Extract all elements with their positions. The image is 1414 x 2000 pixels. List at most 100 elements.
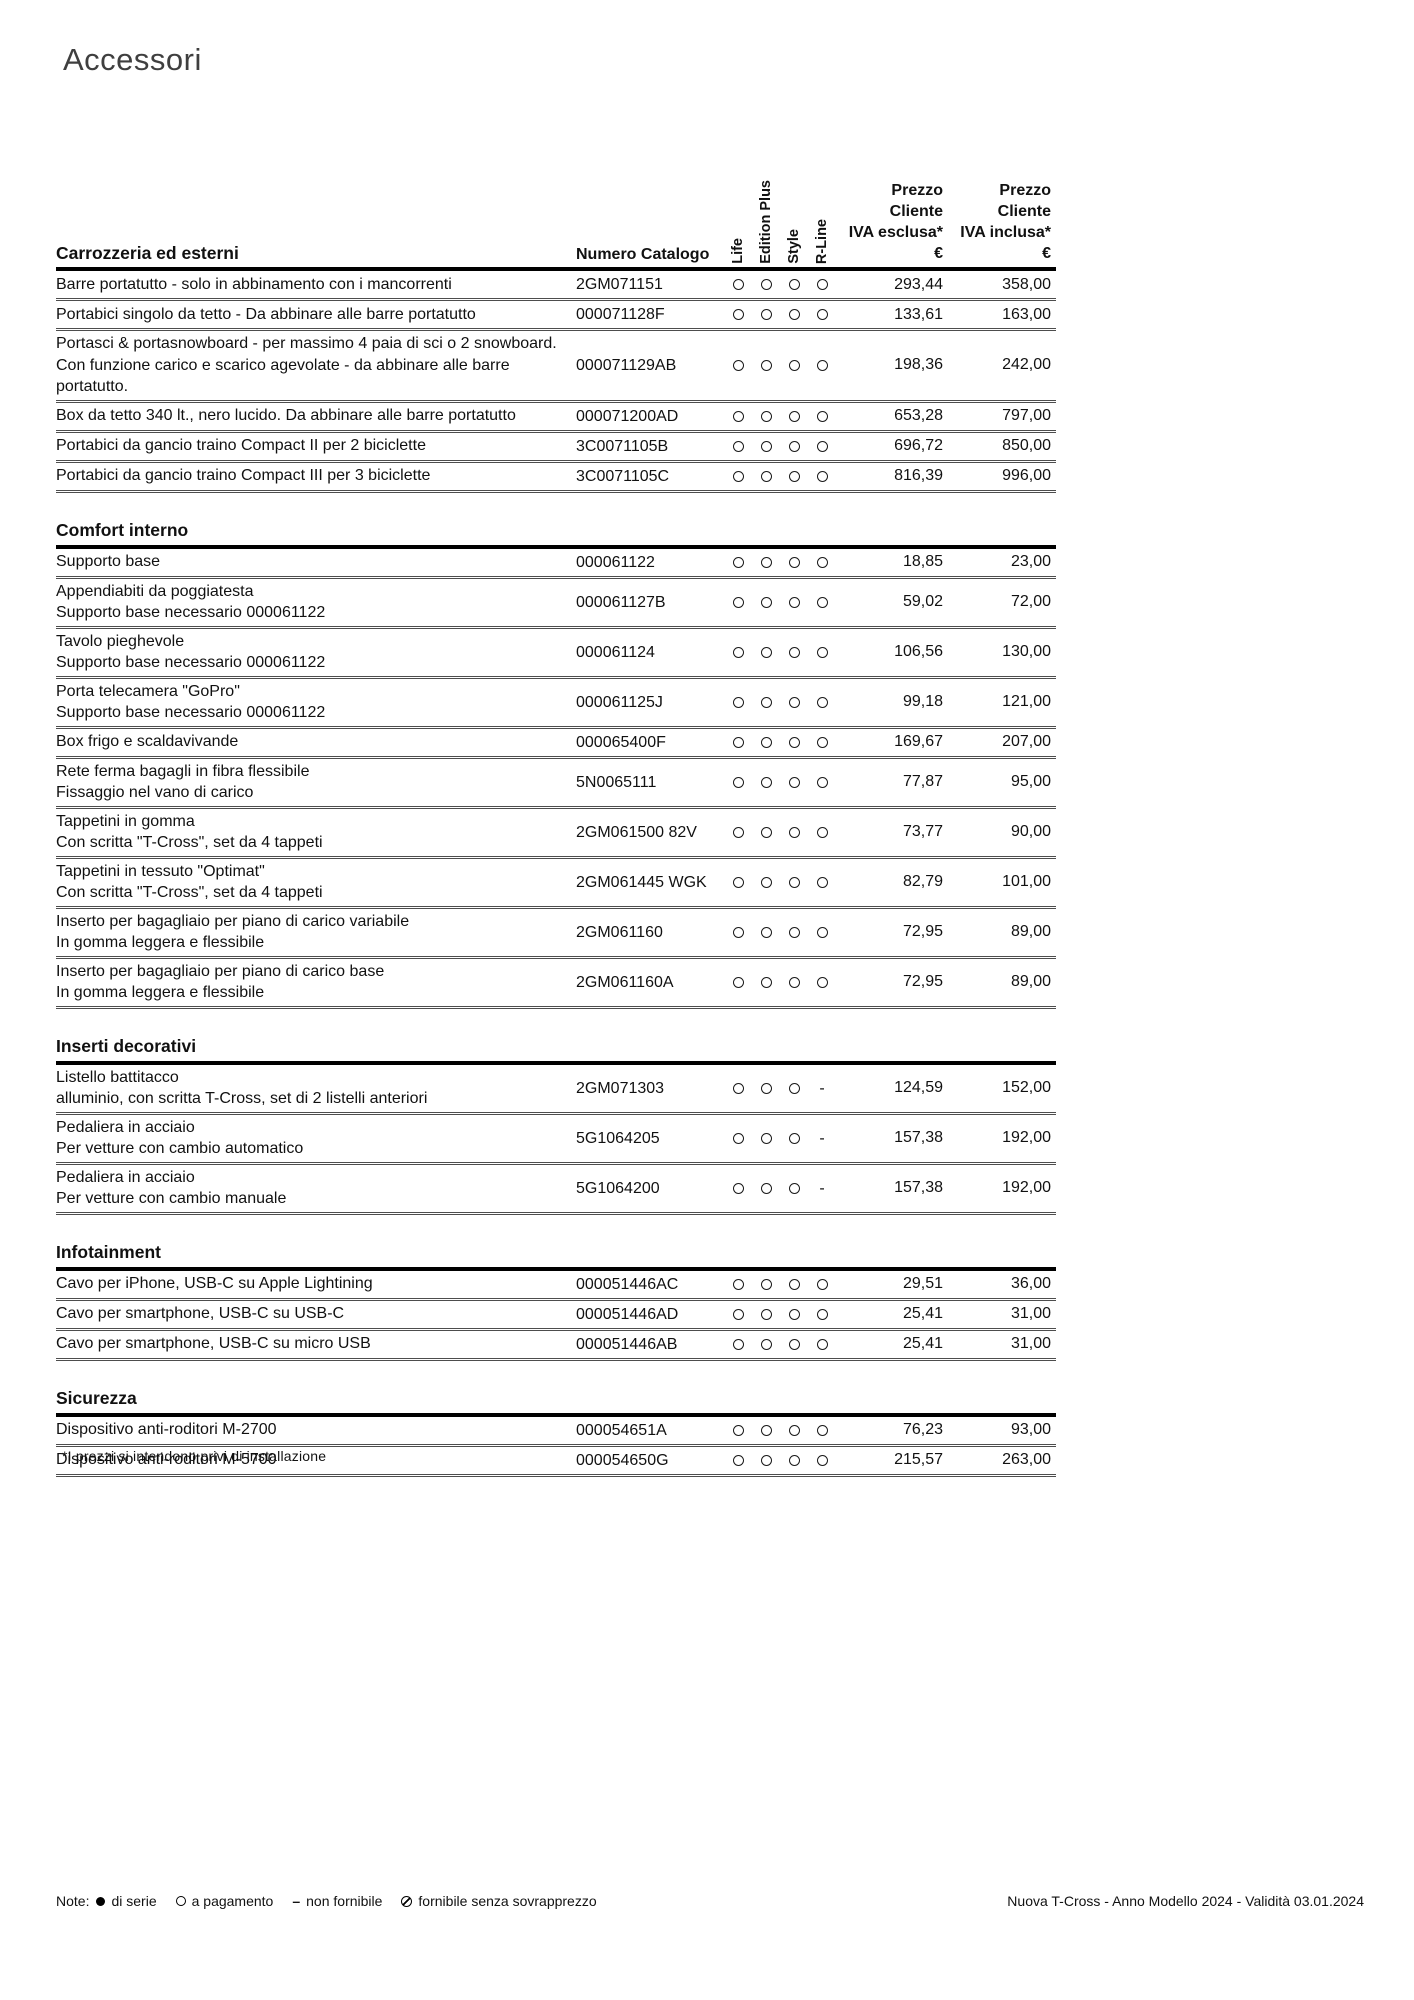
item-description: Portabici singolo da tetto - Da abbinare… — [56, 305, 476, 323]
availability-cell — [752, 1424, 780, 1436]
availability-cell — [752, 1082, 780, 1094]
availability-cell — [780, 440, 808, 452]
availability-cell — [780, 646, 808, 658]
empty-circle-icon — [760, 359, 772, 371]
availability-cell — [724, 359, 752, 371]
empty-circle-icon — [760, 596, 772, 608]
catalog-number: 3C0071105C — [576, 467, 670, 485]
empty-circle-icon — [760, 976, 772, 988]
availability-cell — [808, 440, 836, 452]
item-description: Cavo per smartphone, USB-C su micro USB — [56, 1335, 371, 1353]
catalog-number: 000051446AC — [576, 1275, 679, 1293]
empty-circle-icon — [788, 776, 800, 788]
empty-circle-icon — [816, 309, 828, 320]
empty-circle-icon — [732, 926, 744, 938]
availability-cell — [780, 776, 808, 788]
empty-circle-icon — [816, 556, 828, 568]
table-row: Rete ferma bagagli in fibra flessibile Fi… — [56, 759, 1056, 809]
availability-cell — [780, 926, 808, 938]
legend-item-a-pagamento: a pagamento — [175, 1893, 273, 1909]
availability-cell — [752, 1338, 780, 1350]
availability-cell — [752, 1132, 780, 1144]
item-description: Dispositivo anti-roditori M-2700 — [56, 1421, 277, 1439]
availability-cell — [808, 596, 836, 608]
empty-circle-icon — [788, 470, 800, 482]
item-description: Rete ferma bagagli in fibra flessibile Fi… — [56, 762, 310, 802]
empty-circle-icon — [788, 976, 800, 988]
availability-cell — [808, 1308, 836, 1320]
availability-cell — [808, 646, 836, 658]
catalog-number: 2GM071303 — [576, 1079, 665, 1097]
table-row: Barre portatutto - solo in abbinamento c… — [56, 271, 1056, 301]
price-excl-vat: 124,59 — [894, 1079, 943, 1096]
price-excl-vat: 293,44 — [894, 275, 943, 293]
empty-circle-icon — [760, 1338, 772, 1350]
availability-cell — [724, 976, 752, 988]
availability-cell — [808, 1424, 836, 1436]
availability-cell — [724, 556, 752, 568]
empty-circle-icon — [760, 776, 772, 788]
empty-circle-icon — [760, 440, 772, 452]
empty-circle-icon — [732, 470, 744, 482]
price-incl-vat: 23,00 — [1010, 553, 1051, 570]
price-incl-vat: 101,00 — [1002, 873, 1051, 890]
empty-circle-icon — [788, 309, 800, 320]
empty-circle-icon — [788, 736, 800, 748]
empty-circle-icon — [732, 1454, 744, 1466]
empty-circle-icon — [760, 470, 772, 482]
availability-cell — [752, 309, 780, 320]
price-incl-vat: 163,00 — [1002, 305, 1051, 323]
catalog-number: 000061127B — [576, 593, 666, 611]
table-row: Inserto per bagagliaio per piano di cari… — [56, 909, 1056, 959]
empty-circle-icon — [788, 596, 800, 608]
catalog-number: 000061122 — [576, 553, 655, 571]
availability-cell — [752, 1454, 780, 1466]
legend-item-non-fornibile: – non fornibile — [292, 1893, 383, 1909]
col-header-style: Style — [785, 229, 802, 264]
availability-cell — [752, 876, 780, 888]
empty-circle-icon — [788, 646, 800, 658]
page-footer: Note: di serie a pagamento – non fornibi… — [56, 1893, 1364, 1909]
empty-circle-icon — [788, 1278, 800, 1290]
empty-circle-icon — [788, 410, 800, 422]
price-incl-vat: 850,00 — [1002, 437, 1051, 454]
table-row: Box da tetto 340 lt., nero lucido. Da ab… — [56, 403, 1056, 433]
availability-cell — [780, 410, 808, 422]
price-excl-vat: 25,41 — [902, 1305, 943, 1322]
price-excl-vat: 25,41 — [902, 1335, 943, 1352]
availability-cell — [780, 1308, 808, 1320]
availability-cell — [752, 556, 780, 568]
accessories-table: Carrozzeria ed esterni Numero Catalogo L… — [56, 138, 1056, 1477]
empty-circle-icon — [816, 736, 828, 748]
price-incl-vat: 89,00 — [1010, 973, 1051, 990]
catalog-number: 000071128F — [576, 306, 665, 323]
availability-cell — [780, 1278, 808, 1290]
availability-cell — [724, 596, 752, 608]
availability-cell — [808, 279, 836, 290]
empty-circle-icon — [760, 1182, 772, 1194]
col-header-price-incl: Prezzo Cliente IVA inclusa* € — [960, 182, 1051, 262]
availability-cell — [808, 1338, 836, 1350]
availability-cell — [752, 279, 780, 290]
table-row: Cavo per iPhone, USB-C su Apple Lightini… — [56, 1271, 1056, 1301]
empty-circle-icon — [788, 556, 800, 568]
availability-cell — [724, 1182, 752, 1194]
catalog-number: 000054651A — [576, 1421, 667, 1439]
empty-circle-icon — [732, 1424, 744, 1436]
price-incl-vat: 152,00 — [1002, 1079, 1051, 1096]
availability-cell — [724, 926, 752, 938]
col-header-edition-plus: Edition Plus — [757, 180, 774, 264]
dash-icon: - — [819, 1079, 825, 1097]
legend-item-fornibile: fornibile senza sovrapprezzo — [401, 1893, 597, 1909]
table-row: Appendiabiti da poggiatesta Supporto base… — [56, 579, 1056, 629]
price-excl-vat: 73,77 — [902, 823, 943, 840]
section-title: Infotainment — [56, 1242, 1056, 1271]
empty-circle-icon — [732, 876, 744, 888]
empty-circle-icon — [732, 736, 744, 748]
price-incl-vat: 130,00 — [1002, 643, 1051, 660]
availability-cell — [808, 309, 836, 320]
catalog-number: 000054650G — [576, 1451, 669, 1469]
item-description: Inserto per bagagliaio per piano di cari… — [56, 912, 410, 952]
empty-circle-icon — [732, 1132, 744, 1144]
availability-cell — [780, 976, 808, 988]
